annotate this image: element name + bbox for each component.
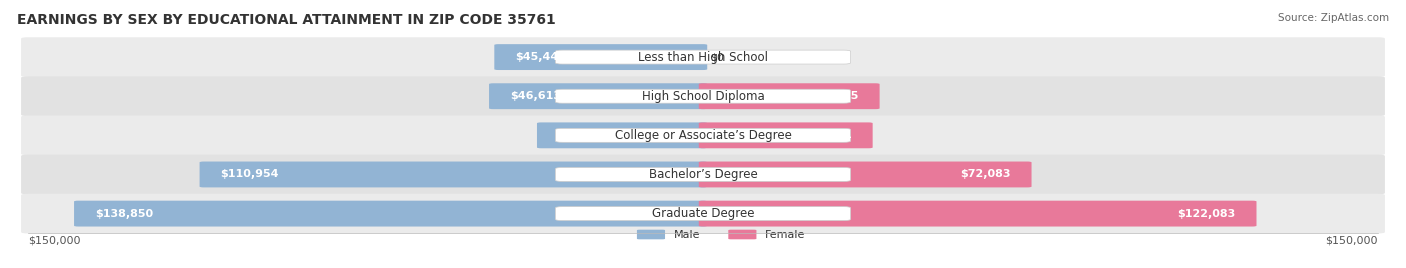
Text: $35,963: $35,963 [558, 130, 609, 140]
FancyBboxPatch shape [489, 83, 707, 109]
FancyBboxPatch shape [75, 201, 707, 226]
FancyBboxPatch shape [200, 162, 707, 187]
Text: High School Diploma: High School Diploma [641, 90, 765, 103]
FancyBboxPatch shape [21, 116, 1385, 155]
FancyBboxPatch shape [21, 194, 1385, 233]
FancyBboxPatch shape [637, 230, 665, 239]
FancyBboxPatch shape [555, 168, 851, 181]
Text: $138,850: $138,850 [96, 209, 153, 219]
Text: $110,954: $110,954 [221, 169, 280, 180]
FancyBboxPatch shape [728, 230, 756, 239]
Text: Female: Female [765, 229, 806, 240]
Text: Source: ZipAtlas.com: Source: ZipAtlas.com [1278, 13, 1389, 23]
FancyBboxPatch shape [699, 83, 880, 109]
Text: College or Associate’s Degree: College or Associate’s Degree [614, 129, 792, 142]
FancyBboxPatch shape [555, 50, 851, 64]
Text: $150,000: $150,000 [28, 236, 80, 246]
Text: $38,315: $38,315 [808, 91, 859, 101]
FancyBboxPatch shape [699, 162, 1032, 187]
FancyBboxPatch shape [555, 207, 851, 221]
Text: $150,000: $150,000 [1326, 236, 1378, 246]
Text: $46,613: $46,613 [510, 91, 561, 101]
Text: $72,083: $72,083 [960, 169, 1011, 180]
FancyBboxPatch shape [495, 44, 707, 70]
FancyBboxPatch shape [21, 76, 1385, 116]
FancyBboxPatch shape [555, 89, 851, 103]
Text: $45,444: $45,444 [516, 52, 567, 62]
Text: Bachelor’s Degree: Bachelor’s Degree [648, 168, 758, 181]
FancyBboxPatch shape [699, 122, 873, 148]
Text: $36,771: $36,771 [801, 130, 852, 140]
FancyBboxPatch shape [555, 128, 851, 142]
Text: $122,083: $122,083 [1177, 209, 1236, 219]
Text: $0: $0 [710, 52, 724, 62]
FancyBboxPatch shape [537, 122, 707, 148]
FancyBboxPatch shape [699, 201, 1257, 226]
FancyBboxPatch shape [21, 37, 1385, 77]
Text: Less than High School: Less than High School [638, 51, 768, 64]
FancyBboxPatch shape [21, 155, 1385, 194]
Text: Graduate Degree: Graduate Degree [652, 207, 754, 220]
Text: Male: Male [673, 229, 700, 240]
Text: EARNINGS BY SEX BY EDUCATIONAL ATTAINMENT IN ZIP CODE 35761: EARNINGS BY SEX BY EDUCATIONAL ATTAINMEN… [17, 13, 555, 27]
